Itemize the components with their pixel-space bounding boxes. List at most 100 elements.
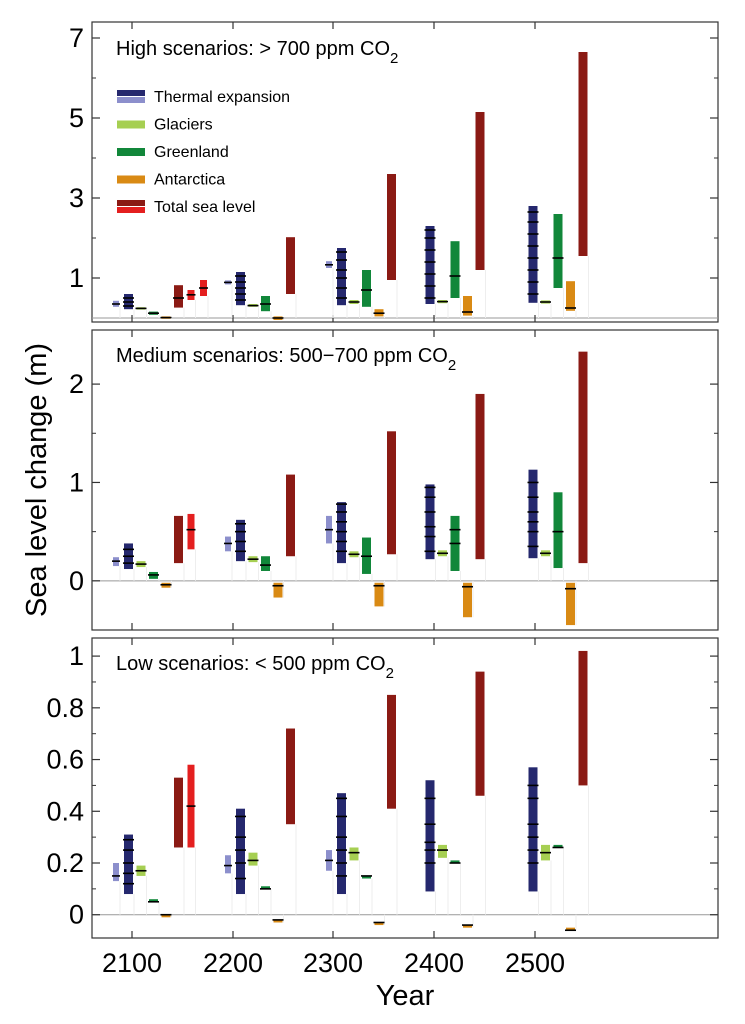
bar-2500-total-sea-level (578, 351, 589, 581)
bar-2100-antarctica (160, 580, 172, 588)
bar-2200-greenland (260, 556, 272, 581)
bar-2500-thermal-expansion (527, 469, 539, 581)
bar-2100-total-sea-level (173, 285, 185, 318)
bar-range (174, 515, 183, 564)
bar-range (450, 241, 460, 298)
bar-range (475, 112, 485, 270)
bar-range (337, 793, 346, 895)
bar-2400-total-sea-level (475, 112, 486, 318)
bar-2500-antarctica (565, 914, 577, 932)
bar-range (273, 582, 283, 598)
bar-2100-total-sea-level-bright (186, 764, 196, 915)
bar-range (161, 914, 171, 918)
y-tick-label: 0 (69, 900, 84, 930)
bar-2300-total-sea-level (387, 694, 398, 915)
bar-2100-antarctica (160, 316, 172, 319)
x-tick-label: 2500 (505, 948, 565, 978)
legend-swatch (117, 200, 145, 206)
bar-2500-glaciers (540, 300, 552, 318)
bar-range (261, 886, 270, 889)
y-tick-label: 0.4 (46, 796, 84, 826)
bar-2300-thermal-expansion-light (325, 850, 334, 915)
y-axis-label: Sea level change (m) (21, 343, 53, 617)
y-tick-label: 7 (69, 23, 84, 53)
legend-swatch (117, 97, 145, 103)
bar-2500-total-sea-level (578, 650, 589, 915)
bar-2400-greenland (449, 241, 461, 318)
bar-range (425, 780, 435, 892)
bar-2200-glaciers (247, 852, 259, 915)
bar-2200-total-sea-level (286, 728, 297, 915)
bar-2400-thermal-expansion (424, 226, 436, 318)
bar-range (124, 834, 133, 895)
bar-range (349, 847, 359, 861)
legend-swatch (117, 207, 145, 213)
panel-3: 0 0.2 0.4 0.6 0.8 1 Low scenarios: < 500 ppm C… (46, 637, 719, 939)
bar-range (236, 519, 245, 562)
bar-range (248, 852, 258, 866)
bar-range (374, 922, 384, 926)
bar-2200-total-sea-level (286, 474, 297, 581)
legend-item-antarctica: Antarctica (117, 172, 225, 189)
bar-2100-greenland (148, 899, 160, 915)
bar-2100-glaciers (135, 865, 147, 915)
legend-label: Thermal expansion (154, 89, 290, 106)
panel-1: 1 3 5 7 High scenarios: > 700 ppm CO2 (69, 21, 719, 323)
bar-range (174, 777, 183, 848)
bar-2200-glaciers (247, 304, 259, 318)
y-tick-label: 1 (69, 263, 84, 293)
bar-range (578, 351, 588, 564)
legend-swatch (117, 148, 145, 156)
panel-frame (91, 329, 719, 631)
bar-2100-glaciers (135, 307, 147, 318)
bar-2300-greenland (361, 875, 373, 915)
bar-range (286, 237, 295, 294)
x-tick-labels: 2100 2200 2300 2400 2500 (102, 948, 565, 978)
bar-2100-greenland (148, 311, 160, 318)
bar-2200-greenland (260, 886, 272, 915)
bar-2200-thermal-expansion-light (224, 280, 233, 318)
bar-2400-total-sea-level (475, 393, 486, 581)
bar-2500-greenland (552, 492, 564, 581)
y-tick-label: 3 (69, 183, 84, 213)
bar-2100-greenland (148, 571, 160, 581)
bar-range (337, 248, 346, 306)
bar-2100-glaciers (135, 561, 147, 581)
bar-range (425, 484, 435, 560)
bar-range (387, 174, 396, 280)
bar-range (113, 863, 119, 882)
panel-title-sub: 2 (448, 357, 456, 374)
panel-frame (91, 21, 719, 323)
bar-2200-antarctica (272, 914, 284, 923)
bar-range (566, 582, 575, 626)
bar-2300-thermal-expansion-light (325, 261, 334, 318)
bar-2200-antarctica (272, 316, 284, 320)
bar-2400-glaciers (437, 844, 449, 915)
panel-title-main: High scenarios: > 700 ppm CO (116, 38, 390, 60)
bar-2500-thermal-expansion (527, 206, 539, 318)
panel-title-sub: 2 (390, 50, 398, 67)
bar-2400-glaciers (437, 300, 449, 318)
bar-2300-thermal-expansion (336, 502, 348, 581)
bar-2100-antarctica (160, 913, 172, 918)
bar-range (236, 808, 245, 895)
bar-2400-total-sea-level (475, 671, 486, 915)
panel-frame (91, 637, 719, 939)
bar-2200-thermal-expansion-light (224, 855, 233, 915)
bar-2100-total-sea-level-bright (186, 290, 196, 318)
bar-2200-greenland (260, 296, 272, 318)
bar-2100-thermal-expansion-light (112, 300, 121, 318)
bar-range (528, 469, 538, 559)
bar-2400-antarctica (462, 580, 474, 618)
bar-range (387, 694, 396, 809)
y-tick-label: 0.2 (46, 848, 84, 878)
bar-2300-glaciers (348, 300, 360, 318)
bar-2300-total-sea-level (387, 431, 398, 581)
bar-range (578, 52, 588, 256)
x-tick-label: 2200 (203, 948, 263, 978)
legend-label: Antarctica (154, 172, 225, 189)
bar-2500-antarctica (565, 281, 577, 318)
x-tick-label: 2100 (102, 948, 162, 978)
